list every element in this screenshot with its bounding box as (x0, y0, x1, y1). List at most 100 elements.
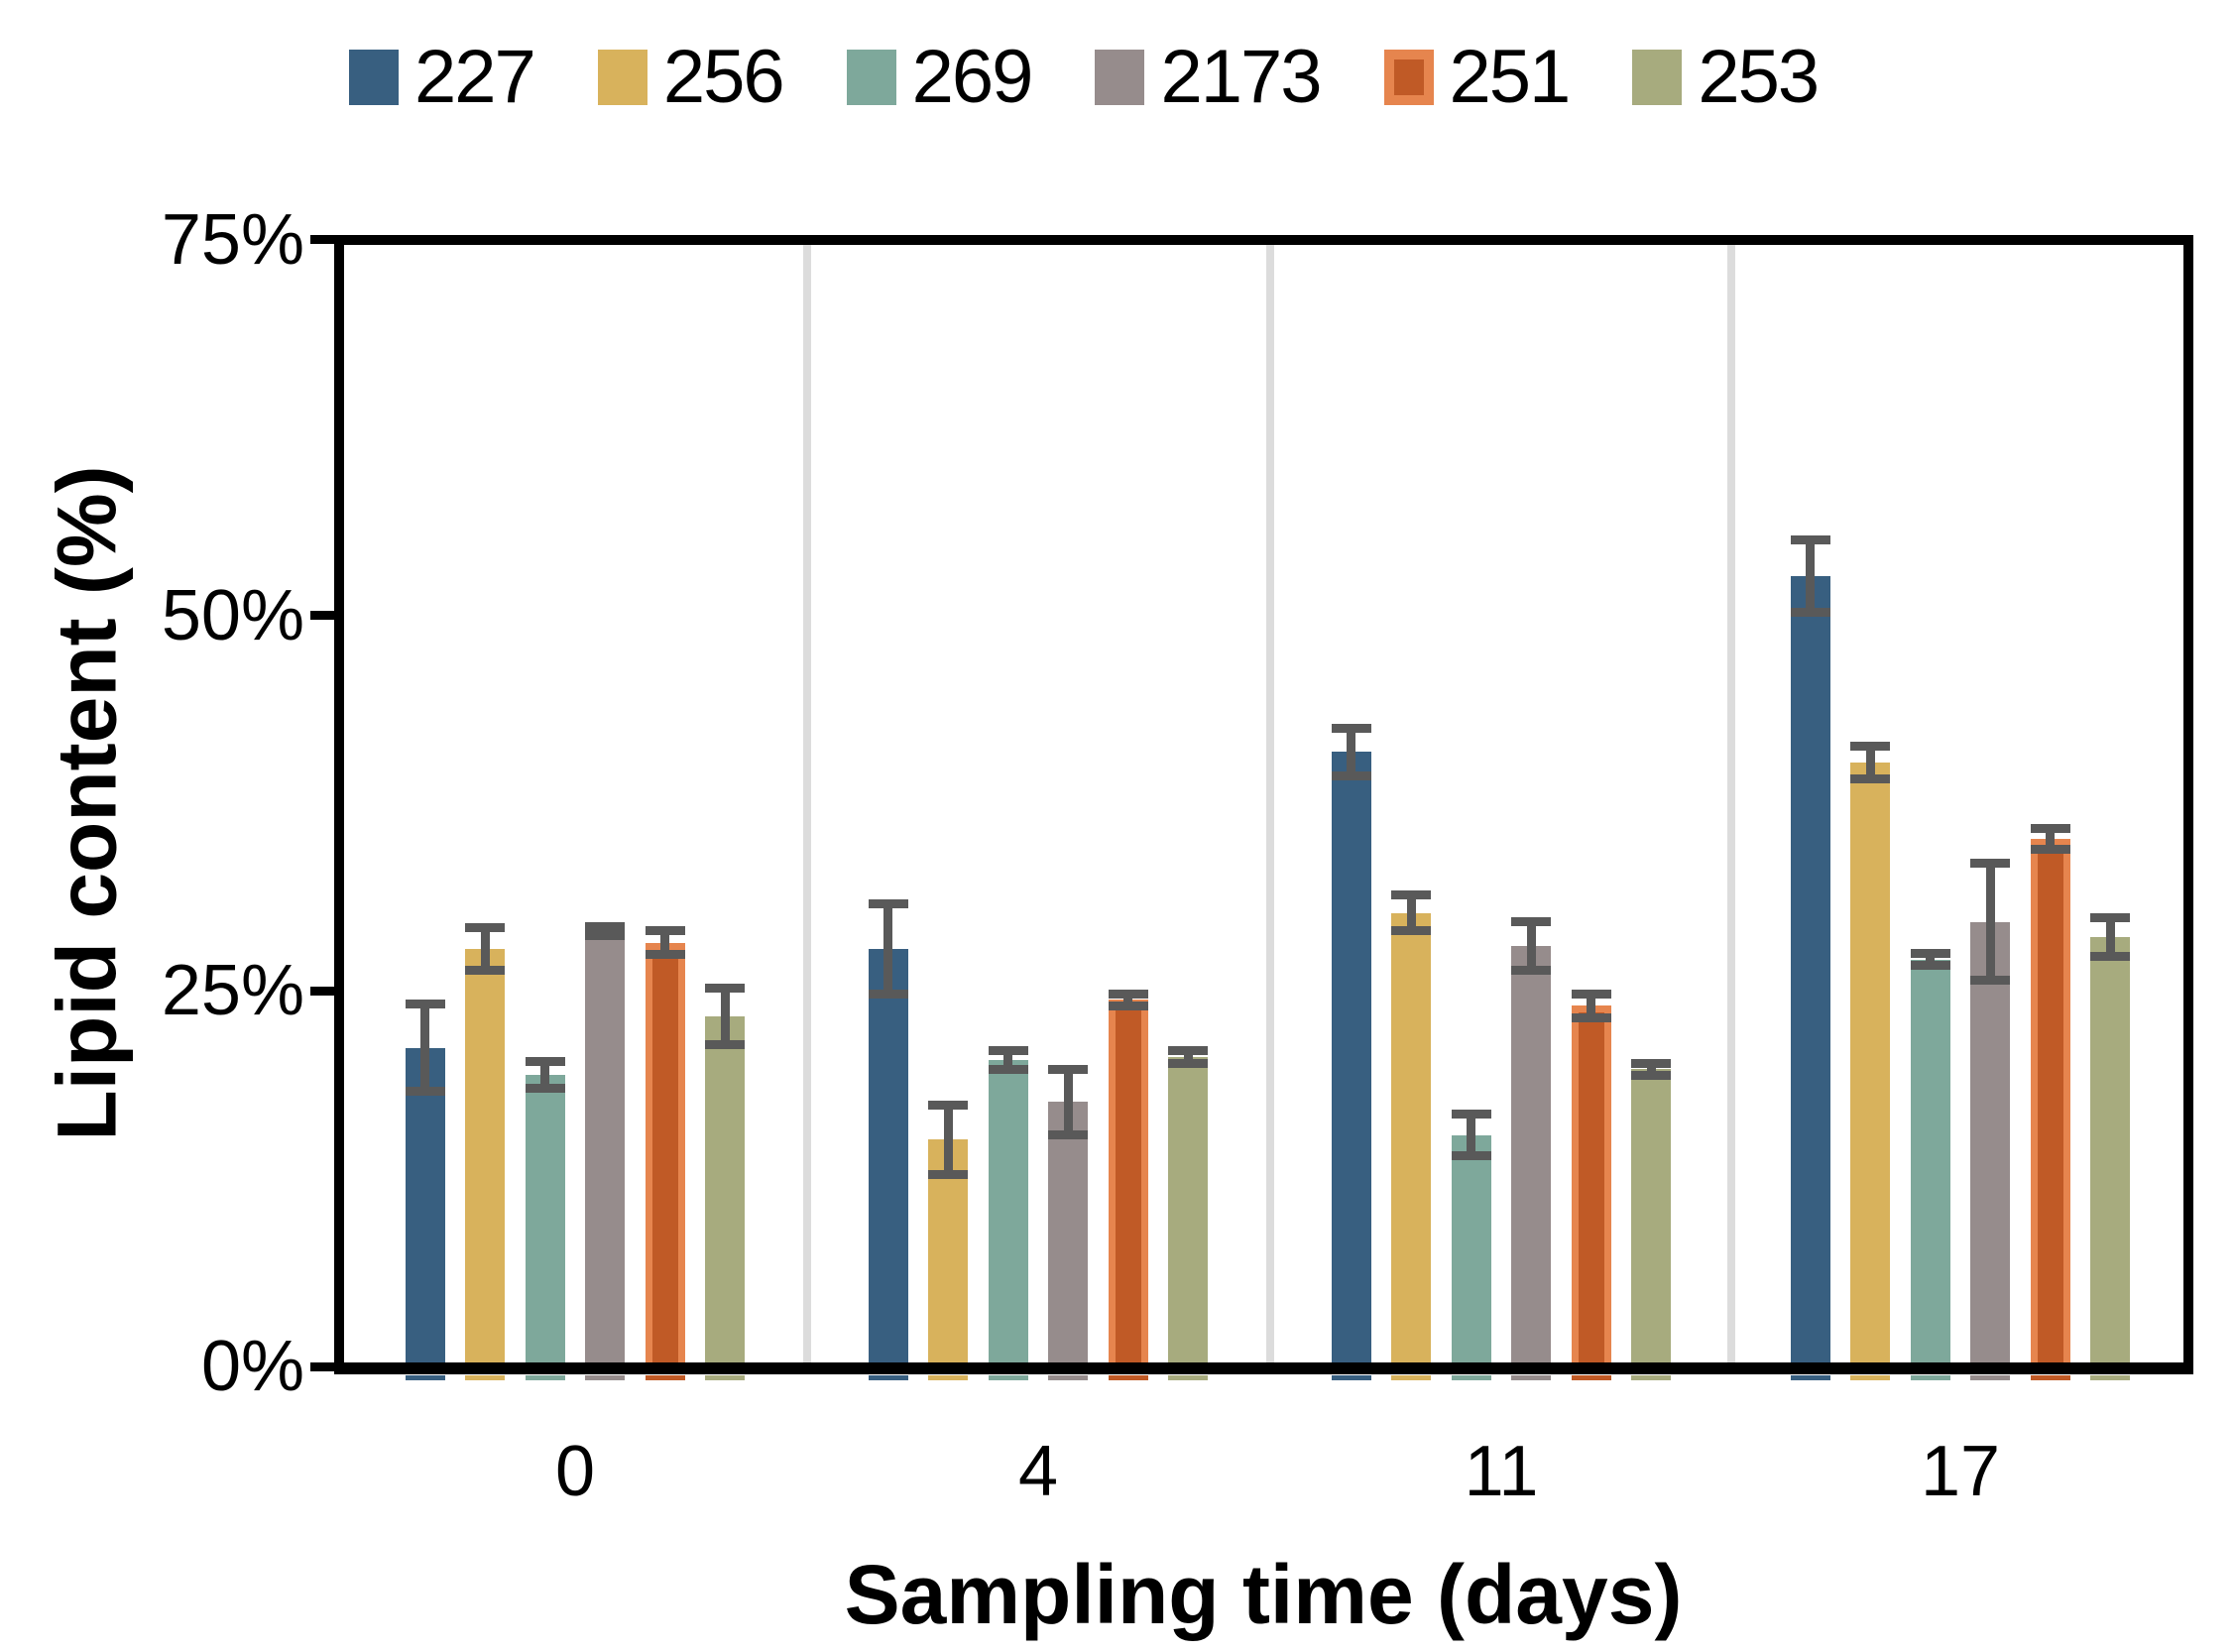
legend-swatch-2173 (1095, 50, 1145, 105)
bar-baseline-dash (1631, 1375, 1672, 1380)
error-cap-top (1108, 989, 1148, 999)
error-cap-top (928, 1100, 969, 1110)
y-axis-tick (310, 986, 336, 996)
bar-baseline-dash (1391, 1375, 1432, 1380)
error-cap-top (1168, 1046, 1209, 1056)
error-cap-top (1970, 859, 2011, 869)
bar-baseline-dash (2090, 1375, 2131, 1380)
error-whisker (1467, 1114, 1476, 1156)
error-cap-bottom (1631, 1070, 1672, 1080)
bar-baseline-dash (525, 1375, 565, 1380)
bar-baseline-dash (1331, 1375, 1371, 1380)
bar-269-day11 (1451, 1134, 1491, 1370)
bar-251-day11 (1571, 1005, 1611, 1370)
bar-baseline-dash (1970, 1375, 2011, 1380)
error-whisker (1183, 1050, 1193, 1064)
bar-baseline-dash (465, 1375, 506, 1380)
error-cap-top (1790, 535, 1830, 545)
bar-2173-day11 (1511, 945, 1552, 1370)
error-cap-top (1331, 723, 1371, 733)
error-whisker (480, 927, 490, 971)
error-whisker (1587, 994, 1596, 1018)
error-cap-top (465, 923, 506, 933)
error-cap-top (1631, 1058, 1672, 1068)
legend-swatch-251 (1383, 50, 1434, 105)
error-whisker (420, 1003, 430, 1092)
error-cap-top (645, 926, 685, 936)
y-axis-title: Lipid content (%) (40, 465, 134, 1141)
bar-baseline-dash (928, 1375, 969, 1380)
bar-256-day0 (465, 948, 506, 1370)
error-whisker (600, 926, 610, 936)
error-whisker (1865, 746, 1875, 779)
error-cap-top (2090, 912, 2131, 922)
legend-label-256: 256 (662, 35, 785, 119)
error-cap-bottom (928, 1169, 969, 1179)
error-whisker (660, 930, 670, 955)
error-whisker (1526, 921, 1536, 971)
bar-baseline-dash (1451, 1375, 1491, 1380)
error-cap-top (1048, 1064, 1089, 1074)
error-cap-top (2030, 824, 2070, 834)
legend-swatch-227 (349, 50, 399, 105)
bar-227-day0 (405, 1047, 445, 1370)
error-whisker (1003, 1050, 1013, 1070)
bar-baseline-dash (405, 1375, 445, 1380)
legend-swatch-256 (597, 50, 647, 105)
bar-256-day17 (1850, 763, 1891, 1370)
legend-label-253: 253 (1698, 35, 1820, 119)
y-tick-label: 25% (161, 951, 304, 1031)
error-cap-bottom (1331, 771, 1371, 781)
x-axis-title: Sampling time (days) (844, 1548, 1683, 1641)
error-cap-bottom (2030, 845, 2070, 855)
error-cap-bottom (405, 1087, 445, 1097)
bar-253-day17 (2090, 936, 2131, 1370)
group-divider (802, 245, 811, 1362)
x-tick-label: 11 (1464, 1432, 1539, 1511)
y-tick-label: 0% (200, 1327, 304, 1406)
error-cap-bottom (1970, 976, 2011, 986)
bar-baseline-dash (1571, 1375, 1611, 1380)
error-cap-top (1571, 989, 1611, 999)
error-whisker (943, 1105, 953, 1175)
bar-baseline-dash (1790, 1375, 1830, 1380)
error-cap-bottom (525, 1084, 565, 1094)
bar-269-day17 (1910, 959, 1950, 1370)
error-cap-top (525, 1057, 565, 1067)
error-cap-top (405, 1000, 445, 1009)
legend-label-269: 269 (911, 35, 1034, 119)
error-cap-bottom (645, 950, 685, 960)
y-axis-tick (310, 235, 336, 245)
error-whisker (1063, 1069, 1073, 1135)
error-whisker (1646, 1063, 1656, 1076)
bar-251-day17 (2030, 839, 2070, 1370)
error-whisker (1123, 994, 1133, 1006)
error-cap-bottom (1108, 1001, 1148, 1010)
error-whisker (2105, 917, 2115, 957)
bar-baseline-dash (705, 1375, 746, 1380)
bar-baseline-dash (2030, 1375, 2070, 1380)
bar-253-day0 (705, 1016, 746, 1370)
error-cap-top (1511, 917, 1552, 927)
error-cap-bottom (1451, 1151, 1491, 1161)
error-whisker (1926, 953, 1936, 966)
error-cap-top (705, 983, 746, 993)
error-whisker (883, 903, 893, 995)
x-tick-label: 4 (1017, 1432, 1059, 1511)
bar-baseline-dash (1850, 1375, 1891, 1380)
group-divider (1726, 245, 1735, 1362)
error-cap-top (1391, 889, 1432, 899)
error-whisker (540, 1061, 550, 1089)
bar-baseline-dash (585, 1375, 626, 1380)
bar-251-day4 (1108, 1000, 1148, 1370)
x-tick-label: 0 (554, 1432, 596, 1511)
legend-item-2173: 2173 (1095, 40, 1323, 115)
y-axis-tick (310, 1361, 336, 1371)
bar-2173-day0 (585, 930, 626, 1370)
bar-227-day4 (868, 948, 908, 1370)
bar-227-day17 (1790, 576, 1830, 1370)
bar-2173-day17 (1970, 921, 2011, 1370)
error-cap-top (988, 1046, 1028, 1056)
legend-item-253: 253 (1632, 35, 1820, 119)
